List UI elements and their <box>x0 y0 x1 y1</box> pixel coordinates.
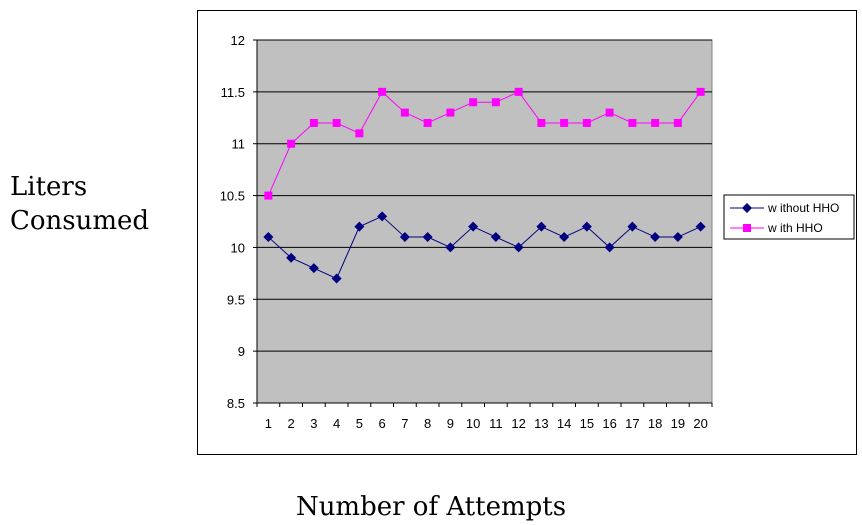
x-tick-label: 5 <box>356 416 363 431</box>
y-tick-label: 12 <box>231 33 245 48</box>
y-tick-label: 10 <box>231 240 245 255</box>
data-point-without-hho <box>263 232 274 243</box>
legend: w ithout HHO w ith HHO <box>723 194 855 240</box>
data-point-with-hho <box>309 118 318 127</box>
x-tick-label: 4 <box>333 416 340 431</box>
x-tick-label: 16 <box>602 416 616 431</box>
legend-entry-1: w ithout HHO <box>767 201 839 215</box>
y-tick-label: 11.5 <box>221 85 245 100</box>
y-tick-label: 11 <box>232 137 246 152</box>
x-tick-label: 8 <box>424 416 431 431</box>
data-point-with-hho <box>537 118 546 127</box>
data-point-without-hho <box>468 221 479 232</box>
data-point-without-hho <box>422 232 433 243</box>
data-point-with-hho <box>560 118 569 127</box>
x-tick-label: 2 <box>288 416 295 431</box>
data-point-with-hho <box>628 118 637 127</box>
data-point-with-hho <box>423 118 432 127</box>
legend-marker-square <box>743 224 751 232</box>
y-tick-label: 9 <box>238 344 245 359</box>
data-point-with-hho <box>332 118 341 127</box>
x-tick-label: 3 <box>310 416 317 431</box>
data-point-without-hho <box>650 232 661 243</box>
data-point-without-hho <box>513 242 524 253</box>
y-tick-label: 9.5 <box>227 292 245 307</box>
data-point-without-hho <box>604 242 615 253</box>
x-tick-label: 6 <box>379 416 386 431</box>
y-axis-label: Liters Consumed <box>10 170 180 238</box>
data-point-without-hho <box>536 221 547 232</box>
x-tick-label: 12 <box>511 416 525 431</box>
x-tick-label: 1 <box>265 416 272 431</box>
legend-entry-2: w ith HHO <box>767 221 823 235</box>
data-point-with-hho <box>378 87 387 96</box>
data-point-with-hho <box>287 139 296 148</box>
data-point-with-hho <box>582 118 591 127</box>
plot-background <box>256 39 713 404</box>
x-tick-label: 11 <box>489 416 503 431</box>
data-point-without-hho <box>445 242 456 253</box>
x-tick-label: 7 <box>401 416 408 431</box>
data-point-without-hho <box>581 221 592 232</box>
data-point-with-hho <box>355 129 364 138</box>
data-point-with-hho <box>491 98 500 107</box>
data-point-without-hho <box>627 221 638 232</box>
data-point-without-hho <box>399 232 410 243</box>
data-point-without-hho <box>377 211 388 222</box>
data-point-without-hho <box>672 232 683 243</box>
data-point-with-hho <box>651 118 660 127</box>
data-point-without-hho <box>331 273 342 284</box>
data-point-with-hho <box>469 98 478 107</box>
x-tick-label: 18 <box>648 416 662 431</box>
data-point-without-hho <box>308 263 319 274</box>
x-tick-label: 19 <box>671 416 685 431</box>
data-point-without-hho <box>490 232 501 243</box>
y-tick-label: 8.5 <box>227 396 245 411</box>
x-tick-label: 20 <box>693 416 707 431</box>
data-point-with-hho <box>514 87 523 96</box>
data-point-with-hho <box>696 87 705 96</box>
data-point-with-hho <box>264 191 273 200</box>
series-line-1 <box>268 215 701 280</box>
x-tick-label: 10 <box>466 416 480 431</box>
data-point-without-hho <box>286 252 297 263</box>
data-point-with-hho <box>446 108 455 117</box>
x-tick-label: 13 <box>534 416 548 431</box>
y-axis-label-line2: Consumed <box>10 206 150 236</box>
y-tick-label: 10.5 <box>220 189 245 204</box>
x-tick-label: 17 <box>625 416 639 431</box>
data-point-with-hho <box>605 108 614 117</box>
x-tick-label: 9 <box>447 416 454 431</box>
x-axis-label: Number of Attempts <box>295 492 567 522</box>
x-tick-label: 15 <box>580 416 594 431</box>
data-point-without-hho <box>695 221 706 232</box>
x-tick-label: 14 <box>557 416 571 431</box>
data-point-without-hho <box>354 221 365 232</box>
y-axis-label-line1: Liters <box>10 172 88 202</box>
data-point-with-hho <box>673 118 682 127</box>
legend-marker-diamond <box>742 203 752 213</box>
data-point-without-hho <box>559 232 570 243</box>
data-point-with-hho <box>400 108 409 117</box>
